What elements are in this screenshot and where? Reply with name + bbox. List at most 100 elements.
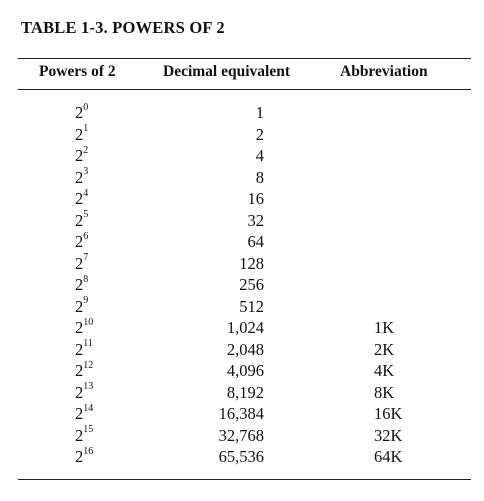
power-base: 2 (75, 383, 83, 402)
table-row: 27 128 (0, 253, 484, 275)
power-exponent: 5 (83, 209, 88, 220)
power-exponent: 9 (83, 295, 88, 306)
table-header: Powers of 2 Decimal equivalent Abbreviat… (0, 63, 484, 85)
power-base: 2 (75, 361, 83, 380)
table-row: 216 65,536 64K (0, 446, 484, 468)
power-of-two-cell: 22 (75, 145, 88, 167)
power-exponent: 8 (83, 274, 88, 285)
power-exponent: 3 (83, 166, 88, 177)
decimal-equivalent-cell: 8 (256, 167, 264, 189)
power-of-two-cell: 21 (75, 124, 88, 146)
power-of-two-cell: 26 (75, 231, 88, 253)
decimal-equivalent-cell: 65,536 (219, 446, 264, 468)
power-base: 2 (75, 211, 83, 230)
power-of-two-cell: 24 (75, 188, 88, 210)
power-of-two-cell: 216 (75, 446, 93, 468)
power-exponent: 12 (83, 360, 93, 371)
power-base: 2 (75, 275, 83, 294)
abbreviation-cell: 16K (374, 403, 402, 425)
power-base: 2 (75, 340, 83, 359)
table-row: 210 1,024 1K (0, 317, 484, 339)
power-exponent: 7 (83, 252, 88, 263)
table-row: 212 4,096 4K (0, 360, 484, 382)
table-row: 29 512 (0, 296, 484, 318)
decimal-equivalent-cell: 512 (239, 296, 264, 318)
power-base: 2 (75, 297, 83, 316)
column-header-abbreviation: Abbreviation (340, 63, 428, 81)
power-of-two-cell: 23 (75, 167, 88, 189)
power-exponent: 0 (83, 102, 88, 113)
abbreviation-cell: 1K (374, 317, 394, 339)
power-base: 2 (75, 168, 83, 187)
decimal-equivalent-cell: 1 (256, 102, 264, 124)
table-row: 213 8,192 8K (0, 382, 484, 404)
abbreviation-cell: 8K (374, 382, 394, 404)
table-title: TABLE 1-3. POWERS OF 2 (21, 18, 225, 38)
power-base: 2 (75, 146, 83, 165)
decimal-equivalent-cell: 8,192 (227, 382, 264, 404)
power-of-two-cell: 27 (75, 253, 88, 275)
power-of-two-cell: 213 (75, 382, 93, 404)
decimal-equivalent-cell: 256 (239, 274, 264, 296)
power-of-two-cell: 20 (75, 102, 88, 124)
power-of-two-cell: 215 (75, 425, 93, 447)
power-exponent: 4 (83, 188, 88, 199)
decimal-equivalent-cell: 16,384 (219, 403, 264, 425)
power-exponent: 6 (83, 231, 88, 242)
power-of-two-cell: 28 (75, 274, 88, 296)
table-row: 23 8 (0, 167, 484, 189)
power-exponent: 16 (83, 446, 93, 457)
power-of-two-cell: 210 (75, 317, 93, 339)
decimal-equivalent-cell: 32 (248, 210, 265, 232)
power-of-two-cell: 25 (75, 210, 88, 232)
column-header-powers: Powers of 2 (39, 63, 116, 81)
power-exponent: 14 (83, 403, 93, 414)
decimal-equivalent-cell: 4,096 (227, 360, 264, 382)
table-row: 215 32,768 32K (0, 425, 484, 447)
decimal-equivalent-cell: 1,024 (227, 317, 264, 339)
power-exponent: 13 (83, 381, 93, 392)
table-row: 26 64 (0, 231, 484, 253)
power-base: 2 (75, 103, 83, 122)
decimal-equivalent-cell: 128 (239, 253, 264, 275)
power-exponent: 11 (83, 338, 93, 349)
table-row: 25 32 (0, 210, 484, 232)
table-top-rule (18, 58, 471, 59)
table-row: 211 2,048 2K (0, 339, 484, 361)
table-row: 24 16 (0, 188, 484, 210)
table-row: 22 4 (0, 145, 484, 167)
column-header-decimal: Decimal equivalent (163, 63, 290, 81)
power-base: 2 (75, 404, 83, 423)
abbreviation-cell: 4K (374, 360, 394, 382)
power-of-two-cell: 214 (75, 403, 93, 425)
abbreviation-cell: 2K (374, 339, 394, 361)
table-header-rule (18, 89, 471, 90)
table-row: 214 16,384 16K (0, 403, 484, 425)
decimal-equivalent-cell: 4 (256, 145, 264, 167)
power-base: 2 (75, 232, 83, 251)
power-of-two-cell: 211 (75, 339, 93, 361)
abbreviation-cell: 64K (374, 446, 402, 468)
power-base: 2 (75, 189, 83, 208)
power-base: 2 (75, 318, 83, 337)
decimal-equivalent-cell: 16 (248, 188, 265, 210)
power-exponent: 1 (83, 123, 88, 134)
table-row: 28 256 (0, 274, 484, 296)
power-exponent: 2 (83, 145, 88, 156)
decimal-equivalent-cell: 2,048 (227, 339, 264, 361)
power-base: 2 (75, 447, 83, 466)
power-exponent: 10 (83, 317, 93, 328)
power-base: 2 (75, 125, 83, 144)
power-exponent: 15 (83, 424, 93, 435)
table-bottom-rule (18, 479, 471, 480)
power-base: 2 (75, 254, 83, 273)
power-base: 2 (75, 426, 83, 445)
table-body: 20 1 21 2 22 4 23 8 24 16 25 32 26 64 27 128 28 256 29 512 2… (0, 102, 484, 468)
abbreviation-cell: 32K (374, 425, 402, 447)
table-row: 21 2 (0, 124, 484, 146)
decimal-equivalent-cell: 32,768 (219, 425, 264, 447)
decimal-equivalent-cell: 2 (256, 124, 264, 146)
decimal-equivalent-cell: 64 (248, 231, 265, 253)
power-of-two-cell: 29 (75, 296, 88, 318)
table-row: 20 1 (0, 102, 484, 124)
